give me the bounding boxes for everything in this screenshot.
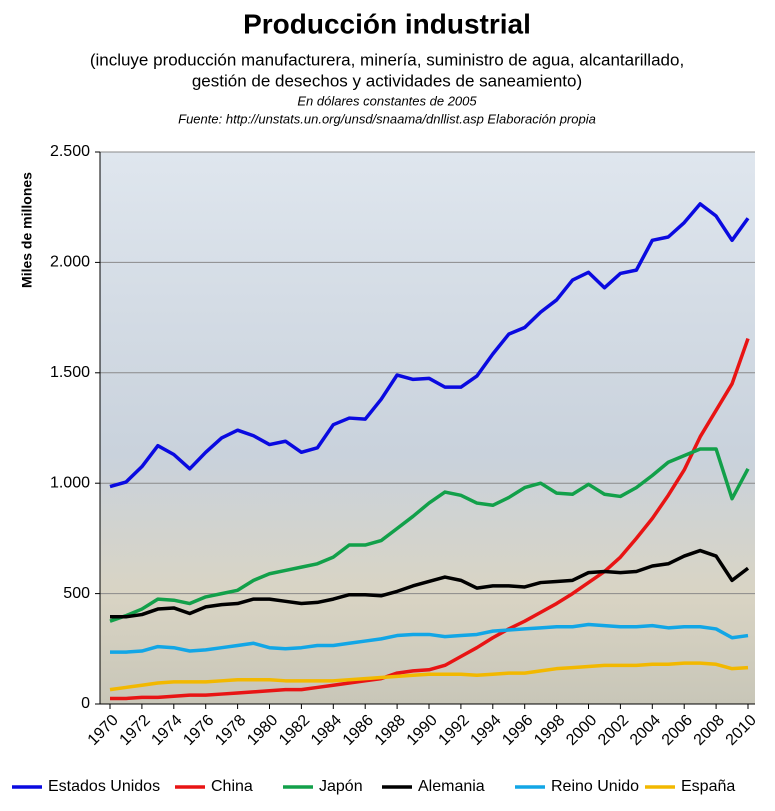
x-tick-label: 1986 <box>340 712 377 749</box>
x-tick-label: 1972 <box>117 712 154 749</box>
y-tick-label: 500 <box>63 585 90 602</box>
note: En dólares constantes de 2005 <box>297 93 477 108</box>
x-tick-label: 1976 <box>180 712 217 749</box>
y-tick-label: 1.500 <box>50 364 90 381</box>
subtitle: gestión de desechos y actividades de san… <box>192 71 582 90</box>
x-tick-label: 1980 <box>244 712 281 749</box>
y-tick-label: 2.500 <box>50 143 90 160</box>
x-tick-label: 2000 <box>563 712 600 749</box>
legend-label: Estados Unidos <box>48 778 160 795</box>
x-tick-label: 1996 <box>499 712 536 749</box>
x-tick-label: 1982 <box>276 712 313 749</box>
legend-label: China <box>211 778 253 795</box>
x-tick-label: 1970 <box>85 712 122 749</box>
legend-label: España <box>681 778 735 795</box>
series-line <box>109 447 750 623</box>
subtitle: (incluye producción manufacturera, miner… <box>90 50 684 69</box>
series-line <box>109 661 749 692</box>
source: Fuente: http://unstats.un.org/unsd/snaam… <box>178 111 596 126</box>
series-line <box>109 202 750 489</box>
x-tick-label: 2006 <box>659 712 696 749</box>
x-tick-label: 2010 <box>723 712 760 749</box>
x-tick-label: 2002 <box>595 712 632 749</box>
x-tick-label: 1978 <box>212 712 249 749</box>
series-line <box>110 622 749 654</box>
x-tick-label: 1990 <box>404 712 441 749</box>
series-line <box>110 548 750 619</box>
series-line <box>110 337 750 701</box>
chart-title: Producción industrial <box>243 8 531 39</box>
x-tick-label: 1984 <box>308 712 345 749</box>
x-tick-label: 1988 <box>372 712 409 749</box>
x-tick-label: 1998 <box>531 712 568 749</box>
x-tick-label: 2004 <box>627 712 664 749</box>
y-tick-label: 2.000 <box>50 254 90 271</box>
y-axis-label: Miles de millones <box>19 172 35 288</box>
x-tick-label: 1992 <box>436 712 473 749</box>
legend-label: Japón <box>319 778 363 795</box>
x-tick-label: 1994 <box>467 712 504 749</box>
x-tick-label: 1974 <box>148 712 185 749</box>
y-tick-label: 0 <box>81 695 90 712</box>
y-tick-label: 1.000 <box>50 474 90 491</box>
legend-label: Reino Unido <box>551 778 639 795</box>
plot-background <box>100 152 755 704</box>
x-tick-label: 2008 <box>691 712 728 749</box>
legend-label: Alemania <box>418 778 485 795</box>
